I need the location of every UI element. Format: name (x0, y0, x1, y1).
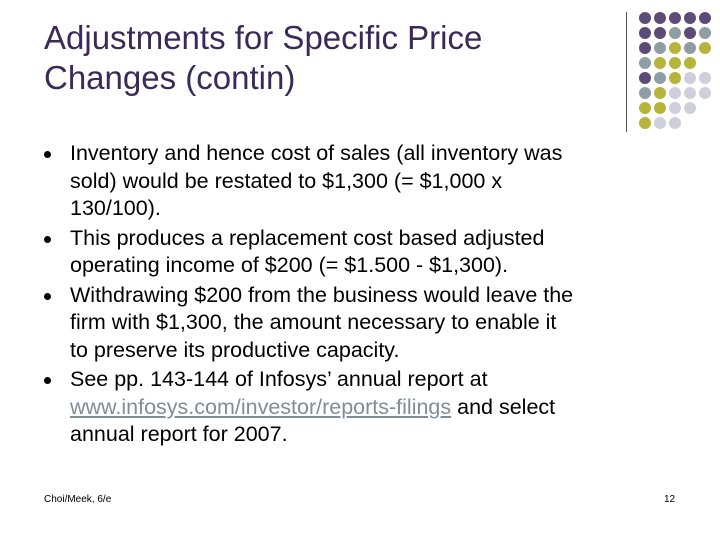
bullet-item-2: This produces a replacement cost based a… (44, 225, 684, 280)
decorative-dot (639, 12, 651, 24)
bullet-4-line-3: annual report for 2007. (70, 422, 288, 446)
bullet-3-line-3: to preserve its productive capacity. (70, 337, 400, 362)
decorative-dot (639, 87, 651, 99)
decorative-dot (684, 27, 696, 39)
bullet-dot (44, 151, 51, 158)
bullet-1-line-2: sold) would be restated to $1,300 (= $1,… (70, 168, 503, 193)
decorative-dot-grid (639, 12, 711, 129)
decorative-dot (654, 27, 666, 39)
decorative-dot (654, 87, 666, 99)
decorative-dot (654, 72, 666, 84)
decorative-dot (654, 57, 666, 69)
decorative-dot (639, 27, 651, 39)
bullet-dot (44, 377, 51, 384)
decorative-dot (654, 117, 666, 129)
decorative-dot (684, 12, 696, 24)
bullet-1-line-3: 130/100). (70, 196, 161, 220)
slide-number: 12 (664, 494, 676, 505)
decorative-dot (639, 57, 651, 69)
title-divider (626, 12, 627, 132)
decorative-dot (654, 42, 666, 54)
bullet-3-line-2: firm with $1,300, the amount necessary t… (70, 310, 557, 334)
decorative-dot (684, 72, 696, 84)
decorative-dot (639, 102, 651, 114)
decorative-dot (684, 57, 696, 69)
decorative-dot (669, 102, 681, 114)
decorative-dot (669, 72, 681, 84)
decorative-dot (684, 102, 696, 114)
bullet-4-after-link: and select (451, 394, 556, 419)
footer-author: Choi/Meek, 6/e (44, 494, 112, 505)
decorative-dot (684, 87, 696, 99)
bullet-1-line-1: Inventory and hence cost of sales (all i… (70, 141, 563, 165)
decorative-dot (699, 87, 711, 99)
bullet-item-3: Withdrawing $200 from the business would… (44, 282, 684, 365)
decorative-dot (654, 102, 666, 114)
bullet-dot (44, 235, 51, 243)
decorative-dot (699, 12, 711, 24)
decorative-dot (669, 27, 681, 39)
decorative-dot (699, 27, 711, 39)
decorative-dot (639, 117, 651, 129)
title-line-1: Adjustments for Specific Price (44, 19, 483, 56)
bullet-2-line-2: operating income of $200 (= $1.500 - $1,… (70, 253, 509, 277)
bullet-3-line-1: Withdrawing $200 from the business would… (70, 282, 574, 307)
bullet-2-line-1: This produces a replacement cost based a… (70, 225, 545, 250)
bullet-list: Inventory and hence cost of sales (all i… (44, 140, 684, 451)
bullet-item-1: Inventory and hence cost of sales (all i… (44, 140, 684, 223)
title-line-2: Changes (contin) (44, 59, 296, 96)
decorative-dot (684, 42, 696, 54)
decorative-dot (669, 12, 681, 24)
infosys-reports-link[interactable]: www.infosys.com/investor/reports-filings (70, 394, 452, 419)
decorative-dot (669, 117, 681, 129)
decorative-dot (639, 72, 651, 84)
slide-title: Adjustments for Specific Price Changes (… (44, 18, 624, 98)
decorative-dot (669, 57, 681, 69)
bullet-4-line-1: See pp. 143-144 of Infosys’ annual repor… (70, 367, 488, 391)
decorative-dot (669, 87, 681, 99)
decorative-dot (699, 42, 711, 54)
decorative-dot (699, 72, 711, 84)
decorative-dot (639, 42, 651, 54)
decorative-dot (669, 42, 681, 54)
bullet-item-4: See pp. 143-144 of Infosys’ annual repor… (44, 366, 684, 449)
bullet-dot (44, 292, 51, 300)
decorative-dot (654, 12, 666, 24)
